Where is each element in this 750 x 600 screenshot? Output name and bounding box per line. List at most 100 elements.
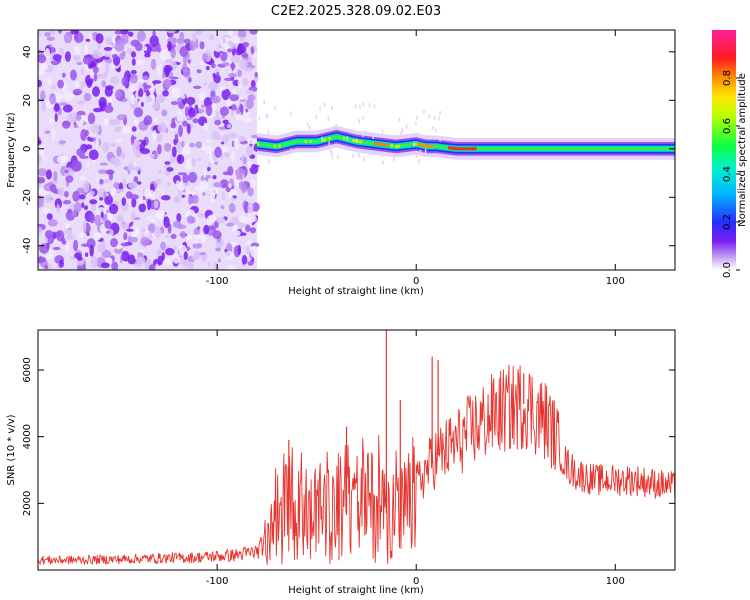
noise-blob xyxy=(152,80,162,84)
noise-blob xyxy=(104,220,112,229)
noise-blob xyxy=(171,117,176,128)
noise-blob xyxy=(44,194,53,204)
noise-blob xyxy=(40,62,48,71)
noise-blob xyxy=(111,47,116,56)
noise-blob xyxy=(38,79,43,88)
noise-blob xyxy=(196,213,206,218)
ridge-hot-spot xyxy=(374,142,377,146)
noise-blob xyxy=(140,101,144,108)
noise-blob xyxy=(138,199,144,205)
x-tick-label: 0 xyxy=(413,276,419,287)
ridge-hot-spot xyxy=(381,143,384,146)
ridge-hot-spot xyxy=(474,147,477,151)
noise-blob xyxy=(184,38,191,45)
noise-blob xyxy=(196,69,202,74)
noise-blob xyxy=(108,203,119,215)
noise-blob xyxy=(105,36,113,46)
noise-blob xyxy=(238,36,246,42)
ridge-hot-spot xyxy=(314,140,317,143)
noise-blob xyxy=(114,188,125,193)
noise-blob xyxy=(88,149,99,160)
noise-blob xyxy=(214,119,222,126)
noise-blob xyxy=(155,263,160,270)
ridge-hot-spot xyxy=(397,144,401,148)
noise-blob xyxy=(132,222,137,230)
noise-blob xyxy=(172,253,181,264)
noise-blob xyxy=(209,214,217,223)
noise-blob xyxy=(193,250,201,260)
y-tick-label: -40 xyxy=(22,238,33,254)
noise-blob xyxy=(203,82,208,86)
noise-blob xyxy=(150,58,157,70)
noise-blob xyxy=(165,248,175,256)
noise-blob xyxy=(80,68,84,76)
snr-x-label: Height of straight line (km) xyxy=(288,585,424,596)
noise-blob xyxy=(67,112,78,123)
noise-blob xyxy=(134,250,138,260)
noise-blob xyxy=(237,244,242,256)
noise-blob xyxy=(203,122,208,131)
noise-blob xyxy=(228,72,238,78)
noise-blob xyxy=(136,30,146,42)
faint-speck xyxy=(393,157,395,162)
noise-blob xyxy=(217,258,221,263)
noise-blob xyxy=(170,101,179,106)
noise-blob xyxy=(220,205,225,210)
noise-blob xyxy=(38,154,42,164)
noise-blob xyxy=(59,102,68,106)
colorbar-tick-label: 0.8 xyxy=(722,70,733,86)
ridge-hot-spot xyxy=(448,146,451,150)
faint-speck xyxy=(274,106,276,111)
noise-blob xyxy=(227,132,238,139)
noise-blob xyxy=(60,155,68,162)
ridge-hot-spot xyxy=(343,136,346,140)
noise-blob xyxy=(152,129,157,141)
noise-blob xyxy=(181,194,186,198)
noise-blob xyxy=(157,255,164,266)
noise-blob xyxy=(181,94,186,100)
noise-blob xyxy=(230,104,237,111)
ridge-hot-spot xyxy=(357,140,360,144)
noise-blob xyxy=(38,195,44,208)
faint-speck xyxy=(368,103,371,108)
faint-speck xyxy=(362,102,364,107)
noise-blob xyxy=(222,62,230,67)
noise-blob xyxy=(65,223,71,229)
noise-blob xyxy=(240,182,247,194)
faint-speck xyxy=(319,107,321,111)
noise-blob xyxy=(184,106,189,117)
noise-blob xyxy=(142,75,149,81)
ridge-hot-spot xyxy=(395,144,398,148)
noise-blob xyxy=(96,243,106,253)
noise-blob xyxy=(243,67,253,72)
noise-blob xyxy=(59,259,64,268)
noise-blob xyxy=(38,226,43,235)
snr-axes: -100 0 100 2000 4000 6000 xyxy=(22,330,675,587)
noise-blob xyxy=(114,247,124,254)
ridge-hot-spot xyxy=(257,142,260,146)
noise-blob xyxy=(177,97,182,103)
noise-blob xyxy=(116,214,124,223)
noise-blob xyxy=(98,169,108,174)
ridge-hot-spot xyxy=(271,144,274,148)
faint-speck xyxy=(415,121,417,125)
noise-blob xyxy=(131,211,136,221)
ridge-hot-spot xyxy=(467,147,470,151)
noise-blob xyxy=(170,233,177,240)
noise-blob xyxy=(221,134,230,144)
snr-panel: -100 0 100 2000 4000 6000 Height of straight … xyxy=(6,329,676,596)
noise-blob xyxy=(86,238,96,249)
noise-blob xyxy=(161,109,168,117)
noise-blob xyxy=(85,38,91,42)
noise-blob xyxy=(142,195,146,200)
noise-blob xyxy=(104,86,113,97)
noise-blob xyxy=(245,224,251,232)
noise-blob xyxy=(249,179,256,187)
noise-blob xyxy=(215,134,222,140)
noise-blob xyxy=(59,46,64,58)
noise-blob xyxy=(250,46,255,55)
noise-blob xyxy=(94,214,102,226)
ridge-hot-spot xyxy=(331,136,334,140)
noise-blob xyxy=(171,87,181,98)
